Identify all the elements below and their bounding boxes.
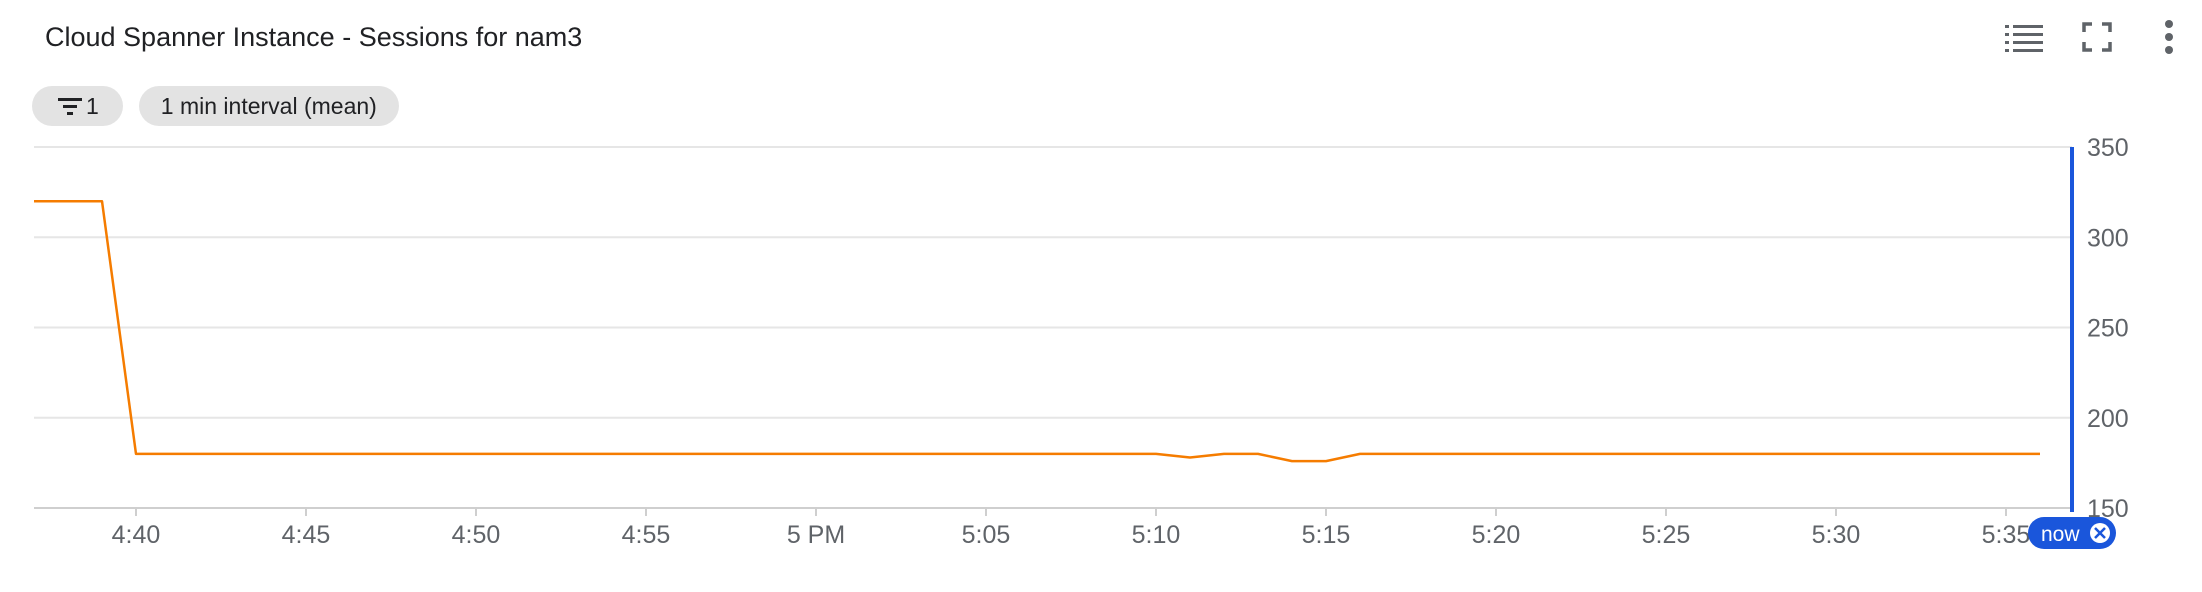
chart-chips: 1 1 min interval (mean) [32, 86, 399, 126]
more-vert-icon[interactable] [2146, 14, 2192, 60]
x-tick-label: 4:50 [452, 521, 501, 549]
chart-toolbar [2002, 14, 2202, 60]
filter-icon [58, 98, 82, 115]
filter-count: 1 [86, 92, 99, 119]
interval-label: 1 min interval (mean) [160, 92, 377, 119]
interval-chip[interactable]: 1 min interval (mean) [138, 86, 399, 126]
chart-title: Cloud Spanner Instance - Sessions for na… [45, 22, 583, 52]
legend-list-icon[interactable] [2002, 14, 2048, 60]
x-tick-label: 4:45 [282, 521, 331, 549]
x-tick-label: 5:10 [1132, 521, 1181, 549]
fullscreen-icon[interactable] [2074, 14, 2120, 60]
x-tick-label: 5:15 [1302, 521, 1351, 549]
x-tick-label: 5:25 [1642, 521, 1691, 549]
y-tick-label: 350 [2087, 134, 2129, 162]
x-tick-label: 4:40 [112, 521, 161, 549]
y-tick-label: 300 [2087, 224, 2129, 252]
x-tick-label: 5:20 [1472, 521, 1521, 549]
close-icon-cross [2094, 527, 2106, 539]
series-line[interactable] [34, 199, 2040, 463]
y-tick-label: 200 [2087, 405, 2129, 433]
y-tick-label: 250 [2087, 315, 2129, 343]
x-tick-label: 5:30 [1812, 521, 1861, 549]
x-tick-label: 5:05 [962, 521, 1011, 549]
filter-chip[interactable]: 1 [32, 86, 123, 126]
x-tick-label: 5:35 [1982, 521, 2031, 549]
now-label: now [2041, 523, 2080, 546]
x-tick-label: 5 PM [787, 521, 845, 549]
x-tick-label: 4:55 [622, 521, 671, 549]
